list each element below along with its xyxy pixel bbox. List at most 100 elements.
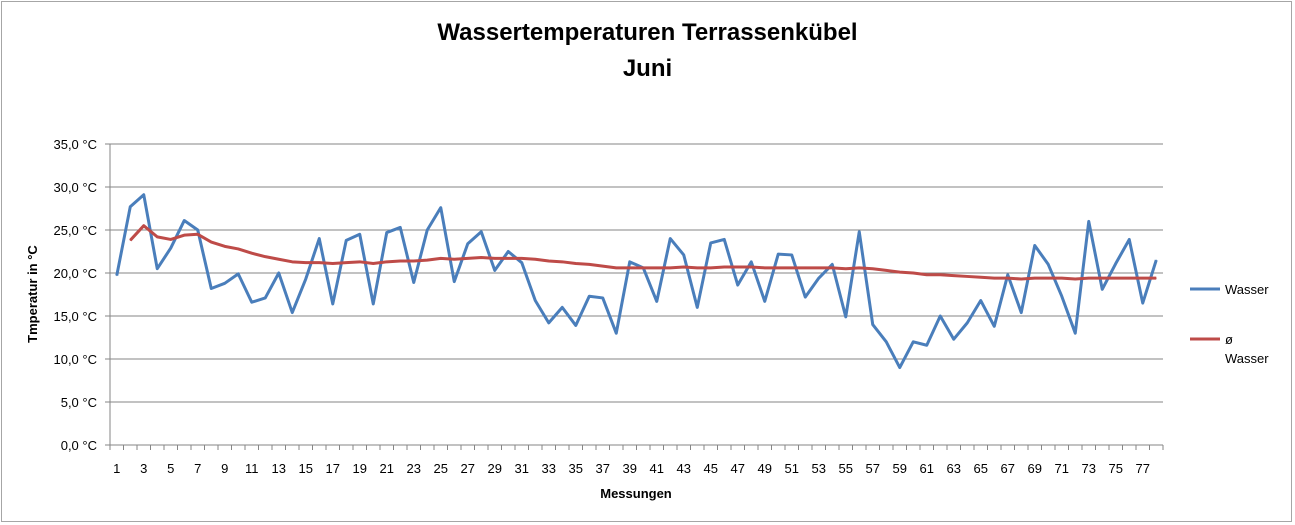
data-point [750,266,752,268]
x-tick-label: 19 [353,461,367,476]
x-tick-label: 7 [194,461,201,476]
data-point [885,269,887,271]
x-tick-label: 57 [866,461,880,476]
data-point [399,226,401,228]
data-point [953,338,955,340]
data-point [332,263,334,265]
data-point [143,194,145,196]
data-point [494,257,496,259]
data-point [507,251,509,252]
data-point [602,297,604,299]
data-point [723,266,725,268]
x-tick-label: 47 [731,461,745,476]
data-point [764,300,766,302]
y-tick-label: 5,0 °C [61,395,97,410]
data-point [521,257,523,259]
x-tick-label: 69 [1028,461,1042,476]
data-point [264,297,266,299]
x-tick-label: 45 [704,461,718,476]
data-point [804,267,806,269]
data-point [224,245,226,247]
data-point [777,267,779,269]
data-point [993,277,995,279]
data-point [345,239,347,241]
legend-label-0: Wasser [1225,282,1269,297]
x-tick-label: 71 [1055,461,1069,476]
data-point [467,257,469,259]
data-point [494,269,496,271]
legend-label-1: ø [1225,332,1233,347]
x-tick-label: 27 [461,461,475,476]
data-point [872,324,874,326]
x-tick-label: 41 [650,461,664,476]
data-point [1020,312,1022,314]
data-point [656,300,658,302]
data-point [345,262,347,264]
data-point [899,271,901,273]
data-point [885,341,887,343]
data-point [912,272,914,274]
data-point [453,258,455,260]
data-point [440,207,442,209]
data-point [1142,302,1144,304]
x-tick-label: 21 [380,461,394,476]
x-tick-label: 75 [1109,461,1123,476]
data-point [845,268,847,270]
data-point [156,268,158,270]
data-point [480,231,482,233]
data-point [507,257,509,259]
series-line-0 [115,193,1158,370]
data-point [399,260,401,262]
y-tick-label: 35,0 °C [53,137,97,152]
data-point [440,257,442,259]
data-point [480,257,482,259]
x-tick-label: 5 [167,461,174,476]
data-point [1128,238,1130,240]
data-point [818,277,820,279]
x-tick-label: 67 [1001,461,1015,476]
x-tick-label: 49 [758,461,772,476]
data-point [129,206,131,208]
data-point [318,238,320,240]
y-tick-label: 0,0 °C [61,438,97,453]
x-tick-label: 77 [1136,461,1150,476]
data-point [413,281,415,283]
data-point [170,238,172,240]
data-point [143,225,145,227]
data-point [1007,274,1009,276]
data-point [237,273,239,275]
legend-label-1: Wasser [1225,351,1269,366]
data-point [426,229,428,231]
data-point [696,306,698,308]
x-tick-label: 3 [140,461,147,476]
data-point [588,295,590,297]
chart-title-line-2: Juni [622,55,673,82]
data-point [629,261,631,263]
x-tick-label: 11 [245,461,259,476]
data-point [291,261,293,263]
data-point [467,243,469,245]
data-point [737,266,739,268]
data-point [683,254,685,256]
data-point [939,274,941,276]
data-point [791,254,793,256]
data-point [453,281,455,283]
data-point [980,276,982,278]
data-point [1088,277,1090,279]
x-tick-label: 23 [407,461,421,476]
data-point [1034,277,1036,279]
y-tick-label: 10,0 °C [53,352,97,367]
x-tick-label: 1 [113,461,120,476]
tick-labels: 0,0 °C 5,0 °C 10,0 °C 15,0 °C 20,0 °C 25,0 °C… [53,137,1150,476]
data-point [1115,263,1117,265]
data-point [264,256,266,258]
data-point [548,260,550,262]
data-point [642,267,644,269]
data-point [224,282,226,284]
x-tick-label: 37 [596,461,610,476]
data-point [426,259,428,261]
x-tick-label: 55 [839,461,853,476]
data-point [534,258,536,260]
data-point [183,220,185,222]
data-point [386,232,388,234]
